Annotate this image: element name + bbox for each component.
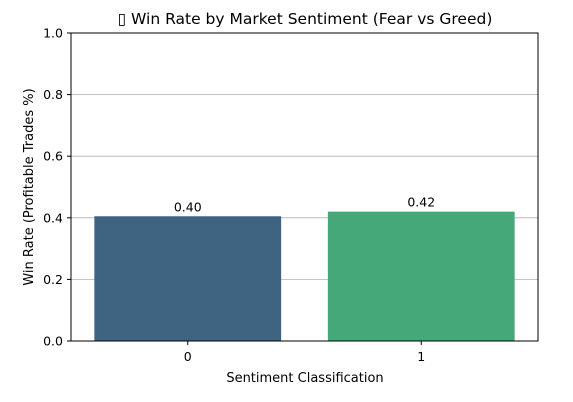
y-tick-label: 0.6 [43, 149, 63, 164]
plot-frame [70, 32, 539, 342]
data-label: 0.40 [174, 199, 202, 214]
data-labels: 0.40 0.42 [174, 195, 435, 215]
y-axis-ticks: 0.0 0.2 0.4 0.6 0.8 1.0 [43, 26, 71, 349]
bar-0 [94, 216, 282, 341]
x-axis-label: Sentiment Classification [226, 371, 383, 386]
y-tick-label: 0.2 [43, 272, 63, 287]
x-tick-label: 0 [184, 349, 192, 364]
y-tick-label: 0.0 [43, 334, 63, 349]
y-tick-label: 0.8 [43, 87, 63, 102]
y-tick-label: 1.0 [43, 26, 63, 41]
bar-1 [327, 211, 515, 341]
bars [94, 211, 515, 341]
y-axis-label: Win Rate (Profitable Trades %) [22, 88, 37, 285]
chart-title: ▯ Win Rate by Market Sentiment (Fear vs … [118, 10, 493, 28]
data-label: 0.42 [407, 195, 435, 210]
y-tick-label: 0.4 [43, 210, 63, 225]
x-tick-label: 1 [417, 349, 425, 364]
